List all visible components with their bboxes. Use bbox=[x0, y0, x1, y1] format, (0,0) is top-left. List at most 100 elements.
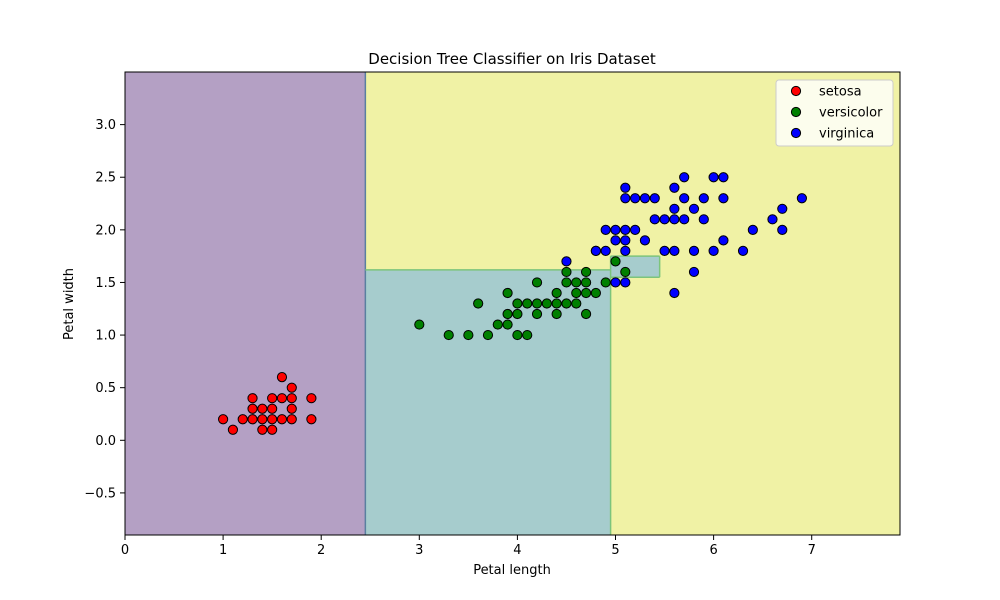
x-tick-label: 4 bbox=[513, 543, 521, 558]
point-versicolor bbox=[531, 308, 543, 320]
point-versicolor bbox=[502, 308, 513, 320]
x-tick-label: 7 bbox=[808, 543, 816, 558]
x-tick-label: 1 bbox=[219, 543, 227, 558]
point-virginica bbox=[610, 235, 621, 246]
point-setosa bbox=[237, 414, 248, 425]
point-setosa bbox=[286, 414, 297, 425]
point-versicolor bbox=[522, 329, 533, 341]
point-virginica bbox=[620, 235, 631, 246]
decision-regions bbox=[125, 72, 900, 535]
legend-marker-virginica bbox=[790, 127, 802, 139]
point-versicolor bbox=[463, 329, 474, 341]
y-axis-ticks: −0.5 0.0 0.5 1.0 1.5 2.0 2.5 3.0 bbox=[84, 118, 125, 501]
point-setosa bbox=[267, 414, 278, 425]
point-setosa bbox=[267, 403, 278, 414]
point-virginica bbox=[649, 193, 660, 204]
y-axis-label: Petal width bbox=[62, 268, 77, 340]
point-setosa bbox=[267, 424, 278, 435]
point-virginica bbox=[767, 214, 778, 225]
x-tick-label: 2 bbox=[317, 543, 325, 558]
y-tick-label: 1.5 bbox=[95, 276, 116, 291]
point-virginica bbox=[718, 193, 729, 204]
point-setosa bbox=[276, 372, 288, 383]
point-virginica bbox=[688, 203, 700, 214]
point-setosa bbox=[257, 414, 268, 425]
point-virginica bbox=[698, 193, 709, 204]
point-setosa bbox=[227, 424, 239, 435]
region-setosa bbox=[125, 72, 366, 535]
y-tick-label: −0.5 bbox=[84, 486, 116, 501]
point-virginica bbox=[777, 203, 788, 214]
point-setosa bbox=[276, 393, 288, 404]
y-tick-label: 2.0 bbox=[95, 223, 116, 238]
x-tick-label: 3 bbox=[415, 543, 423, 558]
point-setosa bbox=[247, 393, 258, 404]
point-virginica bbox=[649, 214, 660, 225]
point-virginica bbox=[796, 193, 807, 204]
point-versicolor bbox=[512, 308, 523, 320]
point-versicolor bbox=[561, 266, 572, 278]
point-versicolor bbox=[551, 308, 562, 320]
x-tick-label: 6 bbox=[709, 543, 717, 558]
point-setosa bbox=[218, 414, 229, 425]
legend-label-virginica: virginica bbox=[819, 127, 874, 142]
x-axis-ticks: 0 1 2 3 4 5 6 7 bbox=[121, 535, 816, 558]
point-versicolor bbox=[482, 329, 494, 341]
point-versicolor bbox=[512, 329, 523, 341]
point-virginica bbox=[659, 214, 670, 225]
point-virginica bbox=[669, 203, 680, 214]
chart-title: Decision Tree Classifier on Iris Dataset bbox=[368, 50, 656, 68]
legend: setosa versicolor virginica bbox=[775, 79, 894, 147]
legend-box bbox=[775, 79, 894, 147]
point-versicolor bbox=[541, 298, 552, 309]
point-setosa bbox=[276, 414, 288, 425]
point-versicolor bbox=[551, 298, 562, 309]
point-virginica bbox=[620, 182, 631, 193]
point-virginica bbox=[718, 235, 729, 246]
point-virginica bbox=[718, 172, 729, 183]
x-tick-label: 0 bbox=[121, 543, 129, 558]
point-virginica bbox=[747, 224, 758, 235]
point-setosa bbox=[257, 403, 268, 414]
point-versicolor bbox=[531, 277, 543, 288]
point-versicolor bbox=[473, 298, 484, 309]
point-virginica bbox=[620, 277, 631, 288]
point-virginica bbox=[679, 172, 690, 183]
point-virginica bbox=[659, 245, 670, 256]
point-versicolor bbox=[620, 266, 631, 278]
point-virginica bbox=[610, 224, 621, 235]
point-versicolor bbox=[571, 287, 582, 299]
point-versicolor bbox=[561, 277, 572, 288]
y-tick-label: 0.0 bbox=[95, 434, 116, 449]
point-versicolor bbox=[443, 329, 454, 341]
point-versicolor bbox=[561, 298, 572, 309]
point-setosa bbox=[247, 414, 258, 425]
point-setosa bbox=[286, 393, 297, 404]
point-versicolor bbox=[580, 287, 592, 299]
point-virginica bbox=[669, 214, 680, 225]
point-setosa bbox=[306, 414, 317, 425]
point-versicolor bbox=[502, 319, 513, 330]
point-setosa bbox=[257, 424, 268, 435]
plot-frame bbox=[124, 71, 901, 536]
point-versicolor bbox=[580, 308, 592, 320]
point-virginica bbox=[679, 193, 690, 204]
point-versicolor bbox=[610, 256, 621, 267]
legend-label-versicolor: versicolor bbox=[819, 106, 883, 121]
point-virginica bbox=[590, 245, 601, 256]
point-virginica bbox=[630, 224, 641, 235]
point-virginica bbox=[708, 245, 719, 256]
point-versicolor bbox=[580, 266, 592, 278]
point-versicolor bbox=[522, 298, 533, 309]
point-versicolor bbox=[590, 287, 601, 299]
point-versicolor bbox=[512, 298, 523, 309]
legend-marker-setosa bbox=[790, 85, 802, 97]
point-virginica bbox=[679, 214, 690, 225]
point-versicolor bbox=[502, 287, 513, 299]
point-setosa bbox=[286, 382, 297, 393]
point-setosa bbox=[286, 403, 297, 414]
point-setosa bbox=[247, 403, 258, 414]
point-versicolor bbox=[571, 298, 582, 309]
region-versicolor bbox=[365, 269, 611, 535]
